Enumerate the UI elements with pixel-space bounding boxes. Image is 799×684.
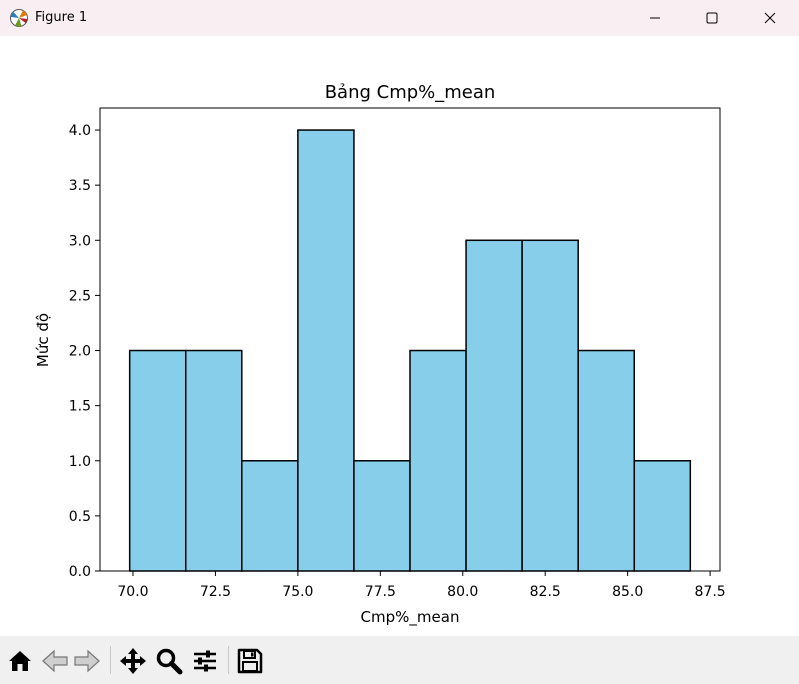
y-tick-label: 4.0 [69, 123, 91, 139]
x-ticks: 70.0 72.5 75.0 77.5 80.0 82.5 85.0 87.5 [117, 571, 726, 600]
x-tick-label: 80.0 [447, 584, 478, 600]
histogram-bar [241, 460, 299, 572]
home-icon [9, 651, 31, 671]
y-ticks: 0.0 0.5 1.0 1.5 2.0 2.5 3.0 3.5 4.0 [69, 123, 100, 580]
x-tick-label: 77.5 [365, 584, 396, 600]
minimize-icon [650, 17, 660, 19]
home-button[interactable] [5, 646, 35, 676]
histogram-bar [184, 349, 243, 572]
y-tick-label: 3.5 [69, 178, 91, 194]
matplotlib-icon [9, 8, 29, 28]
histogram-bar [128, 349, 187, 572]
minimize-button[interactable] [627, 0, 683, 36]
close-button[interactable] [742, 0, 798, 36]
back-button[interactable] [40, 646, 70, 676]
histogram-bar [577, 349, 636, 572]
forward-icon [74, 649, 100, 673]
pan-icon [120, 648, 146, 674]
histogram-chart: Bảng Cmp%_mean 70.0 72.5 75.0 77.5 80.0 82.5 8… [34, 82, 726, 627]
x-tick-label: 82.5 [530, 584, 561, 600]
configure-subplots-button[interactable] [190, 646, 220, 676]
zoom-button[interactable] [154, 646, 184, 676]
figure-canvas: Bảng Cmp%_mean 70.0 72.5 75.0 77.5 80.0 82.5 8… [0, 36, 799, 636]
y-tick-label: 1.0 [69, 454, 91, 470]
back-icon [42, 649, 68, 673]
configure-subplots-icon [194, 650, 216, 672]
x-axis-label: Cmp%_mean [361, 608, 460, 627]
forward-button[interactable] [72, 646, 102, 676]
bars-group [128, 129, 692, 572]
x-tick-label: 72.5 [200, 584, 231, 600]
toolbar-separator [228, 646, 229, 674]
save-icon [237, 648, 263, 674]
y-tick-label: 0.0 [69, 564, 91, 580]
chart-title: Bảng Cmp%_mean [325, 82, 496, 103]
save-button[interactable] [235, 646, 265, 676]
histogram-bar [521, 239, 579, 572]
x-tick-label: 75.0 [282, 584, 313, 600]
y-axis-label: Mức độ [34, 313, 52, 367]
pan-button[interactable] [118, 646, 148, 676]
window-titlebar: Figure 1 [0, 0, 799, 36]
y-tick-label: 2.5 [69, 288, 91, 304]
x-tick-label: 70.0 [117, 584, 148, 600]
window-title: Figure 1 [35, 10, 88, 25]
histogram-bar [297, 129, 355, 572]
y-tick-label: 0.5 [69, 509, 91, 525]
histogram-bar [409, 349, 467, 572]
y-tick-label: 3.0 [69, 233, 91, 249]
x-tick-label: 87.5 [695, 584, 726, 600]
histogram-bar [465, 239, 523, 572]
close-icon [764, 12, 776, 24]
axes-frame [99, 107, 721, 572]
maximize-button[interactable] [684, 0, 740, 36]
zoom-icon [156, 648, 183, 675]
navigation-toolbar [0, 636, 799, 684]
histogram-bar [353, 460, 411, 572]
y-tick-label: 2.0 [69, 344, 91, 360]
x-tick-label: 85.0 [612, 584, 643, 600]
histogram-bar [633, 460, 692, 572]
maximize-icon [706, 12, 718, 24]
toolbar-separator [110, 646, 111, 674]
y-tick-label: 1.5 [69, 399, 91, 415]
